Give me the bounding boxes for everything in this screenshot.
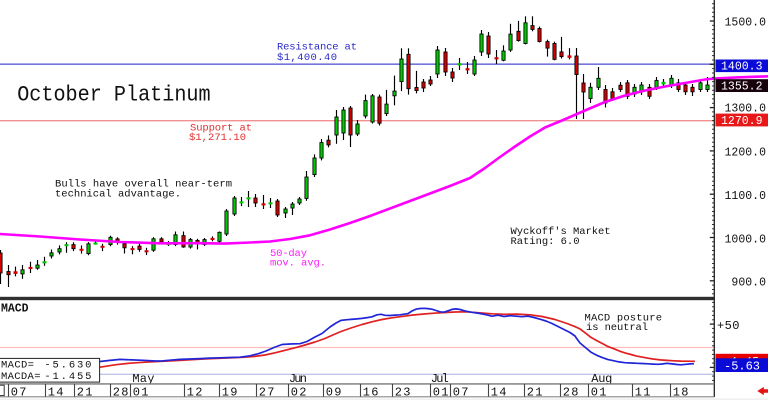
svg-text:18: 18 (673, 385, 689, 399)
svg-text:01: 01 (433, 385, 449, 399)
svg-text:1400.3: 1400.3 (721, 61, 763, 74)
svg-text:technical advantage.: technical advantage. (55, 189, 181, 201)
svg-text:mov. avg.: mov. avg. (270, 258, 326, 270)
svg-text:MACDA=: MACDA= (1, 371, 41, 383)
svg-text:07: 07 (453, 385, 469, 399)
svg-text:14: 14 (48, 385, 64, 399)
svg-text:MACD=: MACD= (1, 359, 34, 371)
svg-text:28: 28 (113, 385, 129, 399)
svg-text:19: 19 (222, 385, 238, 399)
svg-text:October Platinum: October Platinum (17, 82, 210, 107)
svg-text:01: 01 (591, 385, 607, 399)
svg-text:01: 01 (133, 385, 149, 399)
svg-text:$1,400.40: $1,400.40 (277, 52, 337, 64)
svg-text:-5.63: -5.63 (724, 359, 760, 373)
svg-text:1500.0: 1500.0 (725, 16, 767, 29)
svg-text:07: 07 (11, 385, 27, 399)
svg-text:21: 21 (527, 385, 543, 399)
svg-text:21: 21 (77, 385, 93, 399)
svg-text:+50: +50 (717, 319, 740, 333)
svg-text:02: 02 (291, 385, 307, 399)
svg-text:09: 09 (326, 385, 342, 399)
svg-text:14: 14 (491, 385, 507, 399)
svg-text:11: 11 (635, 385, 651, 399)
svg-text:27: 27 (259, 385, 275, 399)
svg-text:1270.9: 1270.9 (721, 115, 763, 128)
svg-text:MACD: MACD (1, 303, 29, 316)
svg-text:1200.0: 1200.0 (725, 147, 767, 160)
svg-text:12: 12 (187, 385, 203, 399)
svg-text:28: 28 (563, 385, 579, 399)
svg-text:1000.0: 1000.0 (725, 233, 767, 246)
svg-text:900.0: 900.0 (731, 277, 766, 290)
svg-text:is neutral: is neutral (586, 322, 648, 334)
svg-text:Rating: 6.0: Rating: 6.0 (511, 236, 580, 248)
svg-text:23: 23 (395, 385, 411, 399)
svg-text:1355.2: 1355.2 (721, 81, 763, 94)
svg-text:16: 16 (363, 385, 379, 399)
svg-text:1100.0: 1100.0 (725, 190, 767, 203)
svg-text:$1,271.10: $1,271.10 (189, 132, 246, 144)
